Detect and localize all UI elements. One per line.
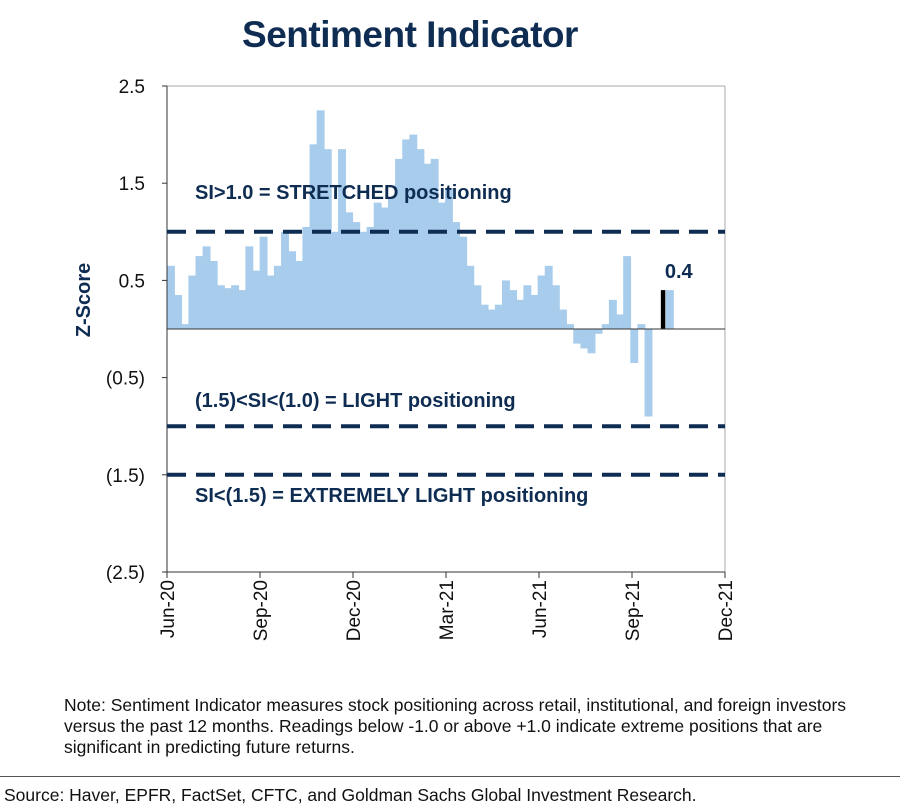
bar [259,236,268,329]
bar [616,314,624,329]
bar [323,149,332,329]
bar [637,324,646,329]
x-tick-label: Dec-21 [716,580,737,641]
bar [665,290,674,329]
x-tick-label: Dec-20 [344,580,365,641]
chart-title: Sentiment Indicator [242,14,578,55]
bar [302,226,311,329]
bar [644,329,653,417]
bar [530,294,539,329]
bar [273,265,282,329]
bar [345,212,354,329]
y-tick-label: 1.5 [119,174,145,195]
bar [167,265,175,329]
bar [359,231,368,329]
bar [181,324,190,329]
bar [487,309,496,329]
chart-note: Note: Sentiment Indicator measures stock… [64,695,847,757]
y-axis-label: Z-Score [73,263,95,337]
bar [537,275,546,329]
bar [623,256,632,329]
bar [195,256,204,329]
bar [459,236,468,329]
bar [480,304,489,329]
bar [224,288,232,329]
y-tick-label: (2.5) [106,563,145,584]
x-tick-label: Mar-21 [437,580,458,640]
bar [209,260,218,329]
bar [202,246,211,329]
bar [566,324,575,329]
bar [366,226,375,329]
bar [238,290,247,329]
bar [423,163,432,329]
divider [0,776,900,777]
bar [573,329,582,344]
bar [330,231,339,329]
bar [174,294,183,329]
bar [295,260,304,329]
bar [559,309,567,329]
bar [416,149,425,329]
bar [473,285,482,329]
bar [587,329,596,354]
y-axis: 2.5 1.5 0.5 (0.5) (1.5) (2.5) [106,77,167,584]
x-tick-label: Sep-20 [251,580,272,641]
bar [309,144,318,329]
bar [188,275,197,329]
bar [466,265,475,329]
y-tick-label: 2.5 [119,77,145,98]
bar [430,158,439,329]
bar [580,329,589,349]
bar [509,290,518,329]
bar [608,299,617,329]
bar [316,110,325,329]
bar [288,251,297,329]
bar [245,246,254,329]
bar [544,265,553,329]
bar [516,299,525,329]
bar [231,285,240,329]
bar [395,158,403,329]
x-tick-label: Jun-20 [158,580,179,638]
threshold-label: SI<(1.5) = EXTREMELY LIGHT positioning [195,485,588,507]
y-tick-label: (0.5) [106,369,145,390]
bar-series [167,110,674,417]
y-tick-label: 0.5 [119,271,145,292]
bar [252,270,261,329]
latest-value-label: 0.4 [665,261,694,283]
threshold-label: SI>1.0 = STRETCHED positioning [195,182,512,204]
bar [494,304,503,329]
bar [601,324,610,329]
bar [281,231,289,329]
latest-bar [660,290,666,329]
bar [373,202,382,329]
bar [266,275,275,329]
bar [502,280,510,329]
bar [452,222,461,329]
bar [352,222,361,329]
bar [387,197,396,329]
bar [551,285,560,329]
x-axis: Jun-20 Sep-20 Dec-20 Mar-21 Jun-21 Sep-21 Dec-… [158,572,737,641]
bar [338,149,346,329]
bar [216,285,225,329]
bar [444,188,453,329]
threshold-label: (1.5)<SI<(1.0) = LIGHT positioning [195,390,516,412]
bar [630,329,639,364]
bar [594,329,603,334]
bar [380,207,389,329]
y-tick-label: (1.5) [106,466,145,487]
chart-area: SI>1.0 = STRETCHED positioning (1.5)<SI<(… [73,77,737,641]
x-tick-label: Jun-21 [530,580,551,638]
bar [523,285,532,329]
bar [402,139,411,329]
source-line: Source: Haver, EPFR, FactSet, CFTC, and … [4,785,697,805]
x-tick-label: Sep-21 [623,580,644,641]
bar [437,202,446,329]
threshold-lines: SI>1.0 = STRETCHED positioning (1.5)<SI<(… [167,182,725,507]
